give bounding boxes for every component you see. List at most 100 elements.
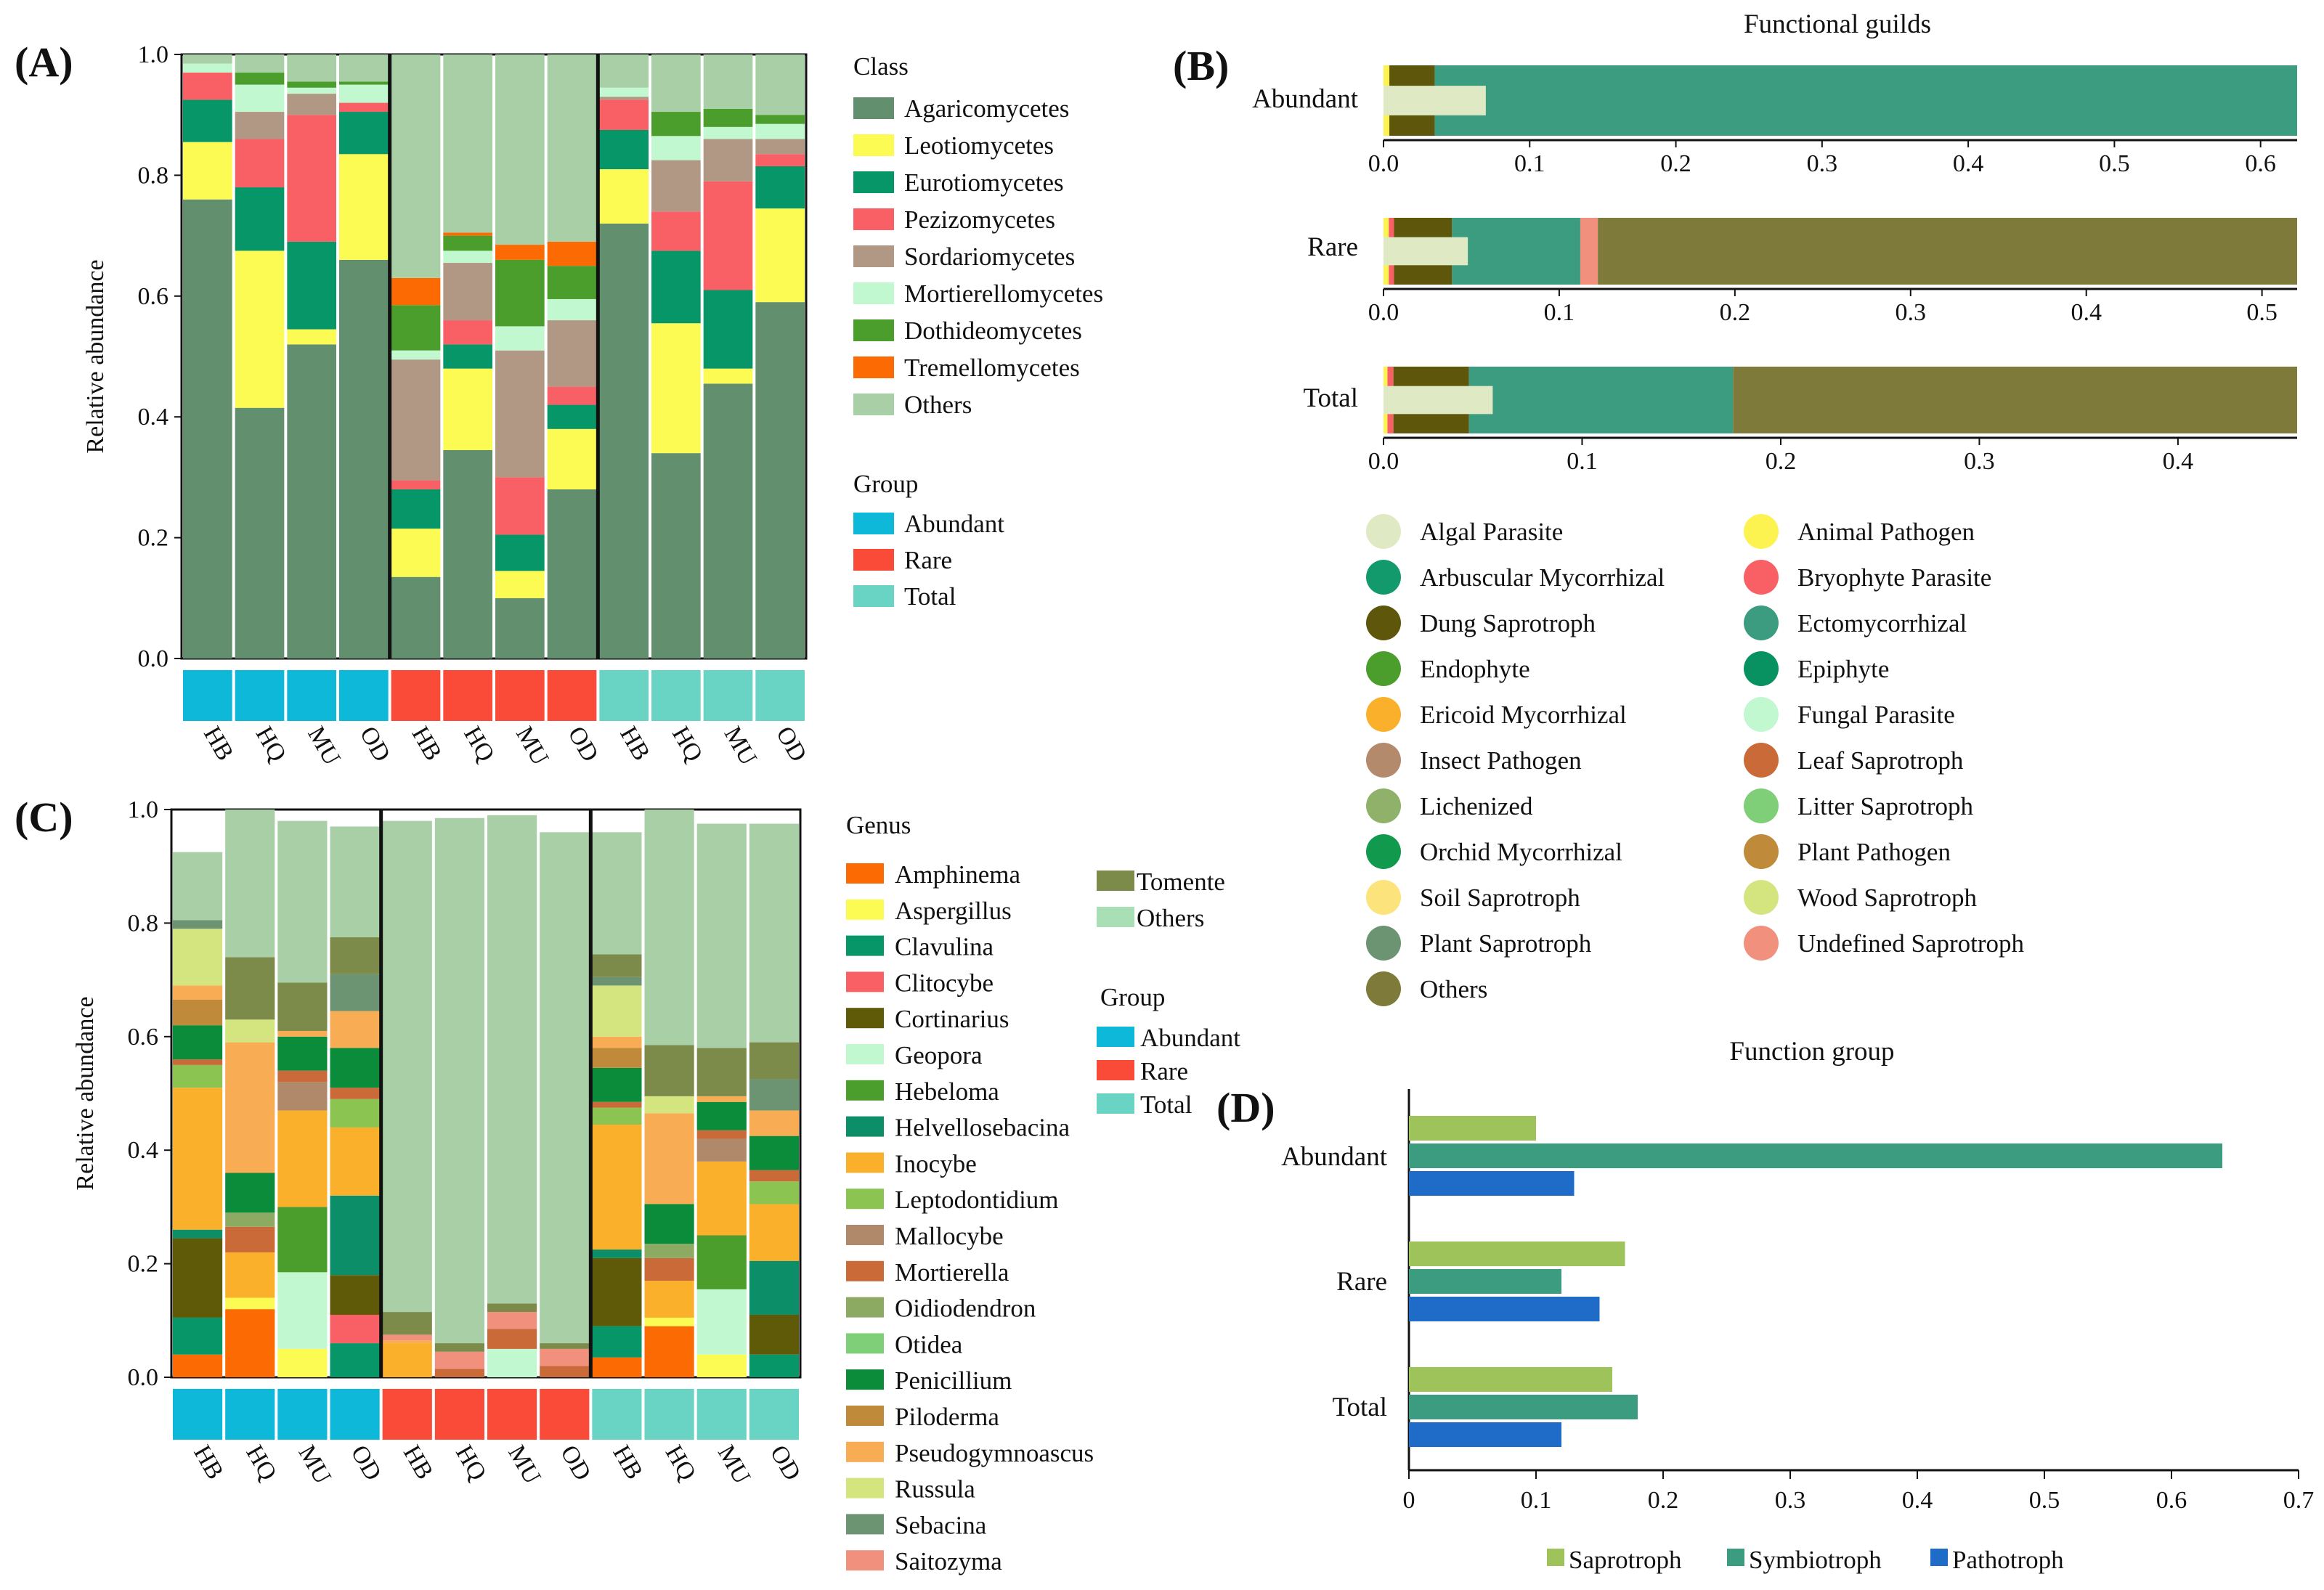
bar-mortierellomycetes-3	[339, 84, 389, 103]
bar-leptodontidium-0	[173, 1064, 223, 1088]
legend-label-group-abundant: Abundant	[1140, 1024, 1240, 1052]
bar-others-1	[225, 810, 275, 958]
legend-swatch-genus-others	[1097, 907, 1134, 927]
bar-clitocybe-3	[330, 1314, 380, 1344]
bar-agaricomycetes-4	[391, 576, 441, 659]
bar-others-3	[339, 54, 389, 82]
bar-russula-9	[644, 1096, 694, 1114]
bar-inocybe-1	[225, 1252, 275, 1298]
bar-leotiomycetes-10	[703, 368, 753, 384]
bar-tomente-5	[434, 1343, 484, 1352]
x-tick-label: 0.5	[2246, 299, 2278, 326]
legend-dot-ericoid-mycorrhizal	[1366, 697, 1401, 732]
bar-others-4	[382, 820, 432, 1313]
legend-label-saprotroph: Saprotroph	[1569, 1546, 1682, 1574]
x-tick-label: OD	[563, 722, 604, 767]
bar-sebacina-8	[592, 977, 642, 986]
bar-cortinarius-0	[173, 1238, 223, 1318]
bar-eurotiomycetes-5	[443, 344, 492, 369]
group-strip-4	[382, 1389, 432, 1440]
bar-eurotiomycetes-6	[495, 534, 545, 571]
bar-eurotiomycetes-9	[651, 250, 701, 324]
bar-saitozyma-4	[382, 1334, 432, 1341]
bar-saitozyma-6	[487, 1312, 537, 1329]
bar-sordariomycetes-1	[235, 112, 285, 139]
bar-leotiomycetes-3	[339, 154, 389, 260]
legend-swatch-pathotroph	[1930, 1549, 1948, 1566]
bar-pezizomycetes-8	[599, 99, 649, 130]
legend-label-geopora: Geopora	[895, 1041, 983, 1069]
x-tick-label: HQ	[458, 722, 500, 767]
bar-hebeloma-2	[277, 1207, 328, 1273]
bar-hebeloma-10	[696, 1235, 747, 1289]
legend-swatch-group-rare	[853, 549, 894, 571]
bar-pseudogymnoascus-4	[382, 1340, 432, 1344]
bar-amphinema-1	[225, 1309, 275, 1377]
bar-inocybe-10	[696, 1161, 747, 1236]
legend-swatch-mortierellomycetes	[853, 282, 894, 304]
y-axis-label: Relative abundance	[72, 996, 99, 1190]
x-tick-label: MU	[712, 1441, 755, 1489]
x-tick-label: MU	[302, 722, 345, 770]
legend-label-algal-parasite: Algal Parasite	[1420, 518, 1563, 546]
bar-others	[1733, 367, 2297, 433]
x-tick-label: 0.4	[1902, 1487, 1933, 1514]
bar-inocybe-3	[330, 1127, 380, 1196]
row-label: Abundant	[1252, 84, 1359, 114]
legend-title-group: Group	[853, 470, 918, 498]
bar-cortinarius-11	[749, 1314, 799, 1355]
bar-helvellosebacina-0	[173, 1229, 223, 1239]
bar-geopora-2	[277, 1272, 328, 1349]
bar-geopora-6	[487, 1348, 537, 1377]
bar-mortierella-5	[434, 1369, 484, 1377]
legend-label-undefined-saprotroph: Undefined Saprotroph	[1797, 929, 2025, 958]
legend-swatch-helvellosebacina	[846, 1116, 884, 1137]
bar-algal-parasite-middle	[1384, 237, 1468, 266]
legend-swatch-russula	[846, 1477, 884, 1499]
bar-agaricomycetes-10	[703, 383, 753, 659]
x-tick-label: 0.7	[2283, 1487, 2315, 1514]
bar-mortierella-10	[696, 1130, 747, 1139]
bar-mortierellomycetes-7	[547, 298, 597, 321]
legend-swatch-agaricomycetes	[853, 97, 894, 119]
legend-swatch-leotiomycetes	[853, 134, 894, 156]
bar-mortierella-3	[330, 1088, 380, 1099]
bar-mortierella-9	[644, 1257, 694, 1281]
group-strip-2	[287, 670, 336, 721]
bar-oidiodendron-9	[644, 1244, 694, 1258]
legend-label-pezizomycetes: Pezizomycetes	[904, 205, 1055, 234]
legend-swatch-genus-tomente	[1097, 871, 1134, 891]
bar-others-5	[434, 818, 484, 1344]
bar-dothideomycetes-1	[235, 72, 285, 85]
group-strip-8	[599, 670, 649, 721]
bar-dothideomycetes-9	[651, 112, 701, 136]
bar-pezizomycetes-0	[183, 72, 232, 100]
bar-ectomycorrhizal	[1468, 367, 1734, 433]
bar-mortierellomycetes-6	[495, 326, 545, 351]
group-strip-11	[755, 670, 805, 721]
x-tick-label: HB	[614, 722, 655, 765]
row-label: Total	[1304, 383, 1359, 413]
bar-sordariomycetes-9	[651, 160, 701, 212]
bar-pathotroph-rare	[1409, 1297, 1600, 1321]
bar-mortierella-11	[749, 1170, 799, 1182]
group-strip-6	[495, 670, 545, 721]
bar-sordariomycetes-10	[703, 139, 753, 182]
group-strip-5	[434, 1389, 484, 1440]
x-tick-label: HB	[198, 722, 239, 765]
bar-aspergillus-9	[644, 1317, 694, 1326]
bar-leotiomycetes-8	[599, 169, 649, 224]
x-tick-label: 0.0	[1368, 299, 1399, 326]
x-tick-label: 0.1	[1544, 299, 1575, 326]
bar-eurotiomycetes-2	[287, 241, 336, 330]
bar-tomente-3	[330, 937, 380, 974]
legend-label-agaricomycetes: Agaricomycetes	[904, 94, 1069, 123]
bar-clavulina-3	[330, 1343, 380, 1377]
legend-dot-endophyte	[1366, 651, 1401, 686]
x-tick-label: OD	[346, 1441, 387, 1485]
bar-others-1	[235, 54, 285, 73]
x-tick-label: OD	[771, 722, 812, 767]
bar-sordariomycetes-6	[495, 350, 545, 478]
category-label: Abundant	[1281, 1142, 1388, 1172]
bar-pezizomycetes-3	[339, 102, 389, 113]
